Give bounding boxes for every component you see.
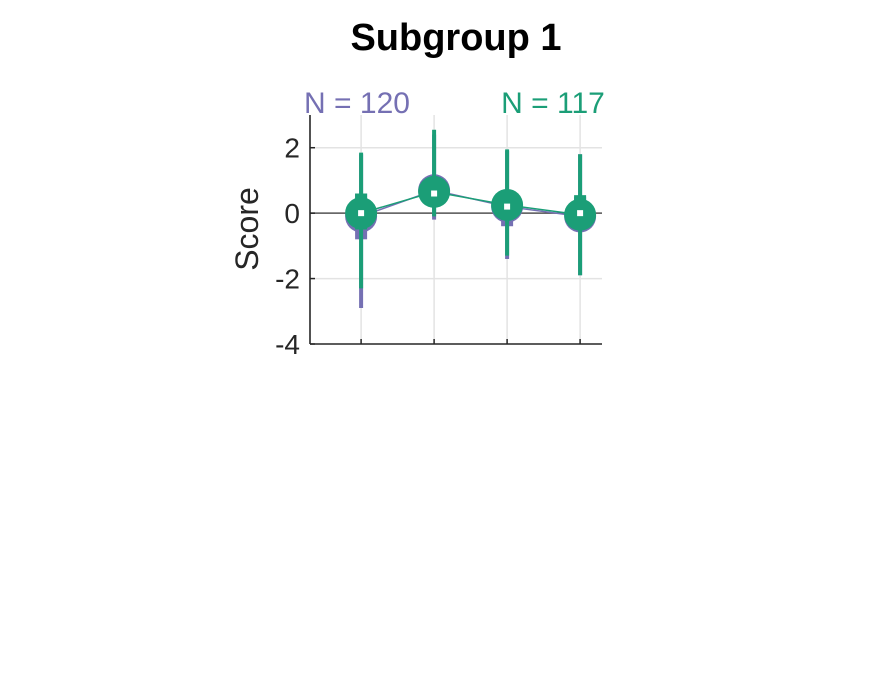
median-marker-2 xyxy=(504,203,511,210)
y-tick-label-2: 0 xyxy=(284,198,300,229)
chart-title: Subgroup 1 xyxy=(350,17,561,59)
series-2-count-label: N = 117 xyxy=(501,87,605,120)
y-tick-label-0: -4 xyxy=(275,329,300,360)
y-tick-label-3: 2 xyxy=(284,133,300,164)
median-marker-1 xyxy=(431,190,438,197)
tick-labels: -4 -2 0 2 xyxy=(275,133,300,360)
series-1 xyxy=(345,134,597,309)
series-2-mean-line xyxy=(360,191,581,216)
y-tick-label-1: -2 xyxy=(275,264,300,295)
marks xyxy=(345,129,597,309)
median-marker-0 xyxy=(358,210,365,217)
y-axis-label: Score xyxy=(229,187,265,271)
series-1-count-label: N = 120 xyxy=(304,87,410,120)
median-marker-3 xyxy=(577,210,584,217)
